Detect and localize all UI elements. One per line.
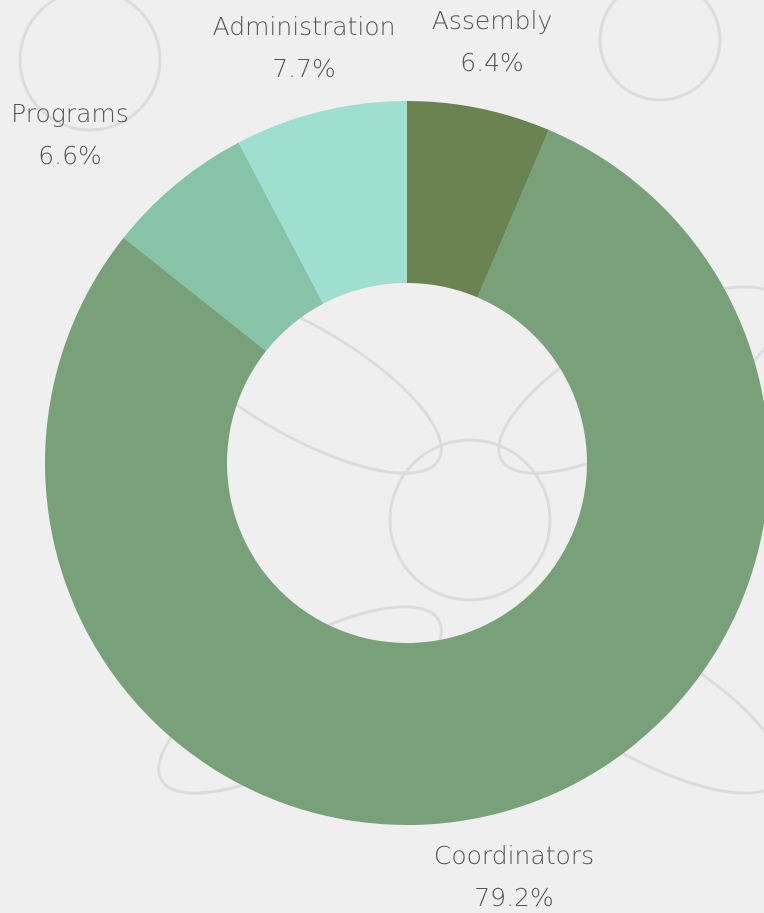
donut-slice: [407, 101, 549, 298]
slice-label: Administration: [213, 12, 396, 41]
donut-slice: [45, 129, 764, 825]
slice-value-label: 6.4%: [460, 48, 524, 77]
donut-slice: [123, 142, 324, 352]
slice-label: Coordinators: [434, 841, 594, 870]
donut-slice: [238, 101, 407, 304]
slice-label: Assembly: [432, 6, 553, 35]
slice-label: Programs: [11, 99, 129, 128]
slice-value-label: 79.2%: [474, 883, 553, 912]
slice-value-label: 7.7%: [272, 54, 336, 83]
slice-value-label: 6.6%: [38, 141, 102, 170]
